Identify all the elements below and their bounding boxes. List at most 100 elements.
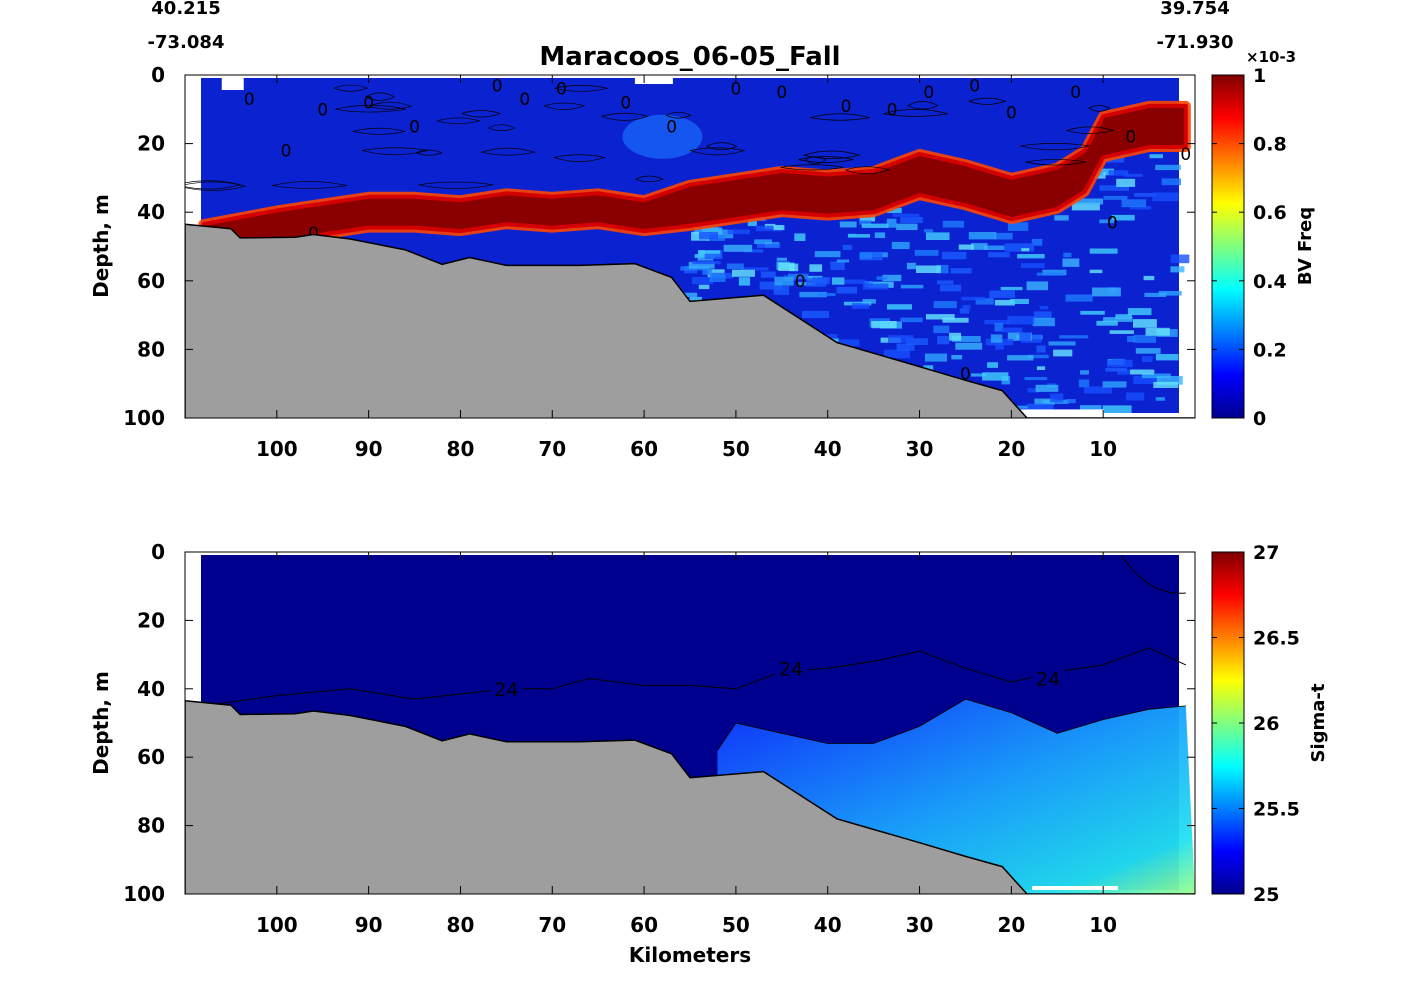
bv-cell: [699, 231, 719, 240]
colorbar-tick-label: 0.6: [1253, 202, 1287, 224]
bv-cell: [776, 257, 787, 261]
no-data: [1015, 409, 1104, 418]
bv-contour: [635, 175, 664, 183]
bv-cell: [1103, 317, 1133, 322]
no-data: [221, 78, 244, 90]
bv-cell: [1080, 310, 1105, 315]
bv-contour: [461, 110, 502, 118]
contour-label: 0: [969, 76, 980, 96]
bv-cell: [799, 291, 827, 298]
bv-cell: [1080, 370, 1089, 375]
contour-label: 0: [363, 93, 374, 113]
bv-cell: [1080, 405, 1102, 412]
bv-cell: [1158, 291, 1182, 296]
bv-contour: [706, 142, 738, 151]
contour-label: 0: [317, 100, 328, 120]
bv-cell: [1099, 185, 1129, 191]
colorbar-multiplier: ×10-3: [1246, 48, 1296, 66]
bv-cell: [802, 310, 830, 318]
no-data: [634, 78, 673, 84]
x-tick-label: 50: [722, 437, 750, 461]
bv-cell: [732, 269, 755, 277]
bv-cell: [844, 279, 866, 284]
contour-label: 0: [887, 100, 898, 120]
x-tick-label: 60: [630, 913, 658, 937]
bv-cell: [1124, 173, 1143, 177]
colorbar-tick-label: 26: [1253, 713, 1279, 735]
bv-cell: [1133, 375, 1161, 385]
bv-cell: [1026, 281, 1048, 291]
bv-cell: [773, 285, 790, 295]
bv-cell: [926, 232, 950, 240]
bv-cell: [1078, 379, 1090, 388]
seafloor: [185, 223, 1195, 418]
contour-label: 0: [1070, 83, 1081, 103]
bv-cell: [727, 229, 750, 235]
bv-cell: [900, 284, 924, 289]
contour-label: 0: [960, 364, 971, 384]
contour-label: 0: [620, 93, 631, 113]
bv-cell: [984, 319, 1011, 325]
bv-cell: [842, 244, 853, 250]
y-tick-label: 40: [137, 200, 165, 224]
bv-cell: [831, 277, 845, 285]
bv-contour: [368, 101, 413, 110]
bv-cell: [754, 239, 772, 245]
x-tick-label: 10: [1089, 913, 1117, 937]
bv-cell: [970, 243, 988, 250]
bv-cell: [759, 281, 783, 290]
bv-freq-field: 000000000000000000000000: [185, 76, 1191, 418]
bv-cell: [1145, 327, 1170, 336]
x-tick-label: 20: [997, 437, 1025, 461]
colorbar-ticks: 0 0.2 0.4 0.6 0.8 1: [1212, 65, 1287, 430]
bv-cell: [923, 365, 934, 371]
bv-cell: [933, 301, 957, 309]
colorbar-tick-label: 0.8: [1253, 134, 1287, 156]
bv-cell: [1062, 258, 1080, 267]
bv-contour: [968, 97, 1007, 105]
contour-label: 0: [281, 141, 292, 161]
y-tick-label: 60: [137, 745, 165, 769]
x-tick-label: 100: [256, 913, 298, 937]
bv-cell: [1017, 254, 1045, 259]
bv-cell: [794, 233, 806, 241]
colorbar-tick-label: 1: [1253, 65, 1266, 87]
bv-cell: [1111, 214, 1135, 221]
bv-cell: [1142, 356, 1153, 363]
bv-cell: [747, 220, 757, 227]
bv-cell: [1155, 164, 1181, 171]
bv-cell: [836, 286, 858, 294]
bv-cell: [1053, 349, 1073, 357]
bv-contour: [780, 164, 844, 171]
bv-cell: [1115, 314, 1132, 320]
bv-cell: [1121, 199, 1147, 208]
bv-cell: [933, 325, 950, 334]
bv-cell: [1089, 248, 1118, 254]
bv-cell: [989, 290, 1015, 298]
bv-cell: [994, 232, 1013, 240]
bv-cell: [1143, 275, 1155, 281]
bv-cell: [741, 267, 769, 271]
bv-cell: [726, 263, 744, 270]
bv-contour: [1066, 126, 1115, 134]
bv-cell: [1033, 311, 1052, 320]
bv-cell: [699, 250, 721, 254]
bv-cell: [851, 303, 870, 309]
x-tick-label: 40: [814, 437, 842, 461]
bv-contour: [553, 154, 607, 162]
bv-cell: [871, 321, 897, 329]
bv-cell: [817, 293, 836, 297]
contour-label: 24: [779, 658, 803, 680]
bv-cell: [861, 223, 889, 228]
colorbar-tick-label: 25.5: [1253, 799, 1300, 821]
bv-cell: [830, 261, 845, 270]
bv-cell: [961, 296, 985, 301]
contour-dense-edge: [717, 698, 1186, 751]
bv-contour: [335, 104, 406, 113]
bv-contour: [1025, 158, 1086, 166]
bv-contour: [488, 124, 516, 132]
bv-cell: [876, 276, 888, 280]
y-tick-label: 20: [137, 608, 165, 632]
x-tick-label: 10: [1089, 437, 1117, 461]
